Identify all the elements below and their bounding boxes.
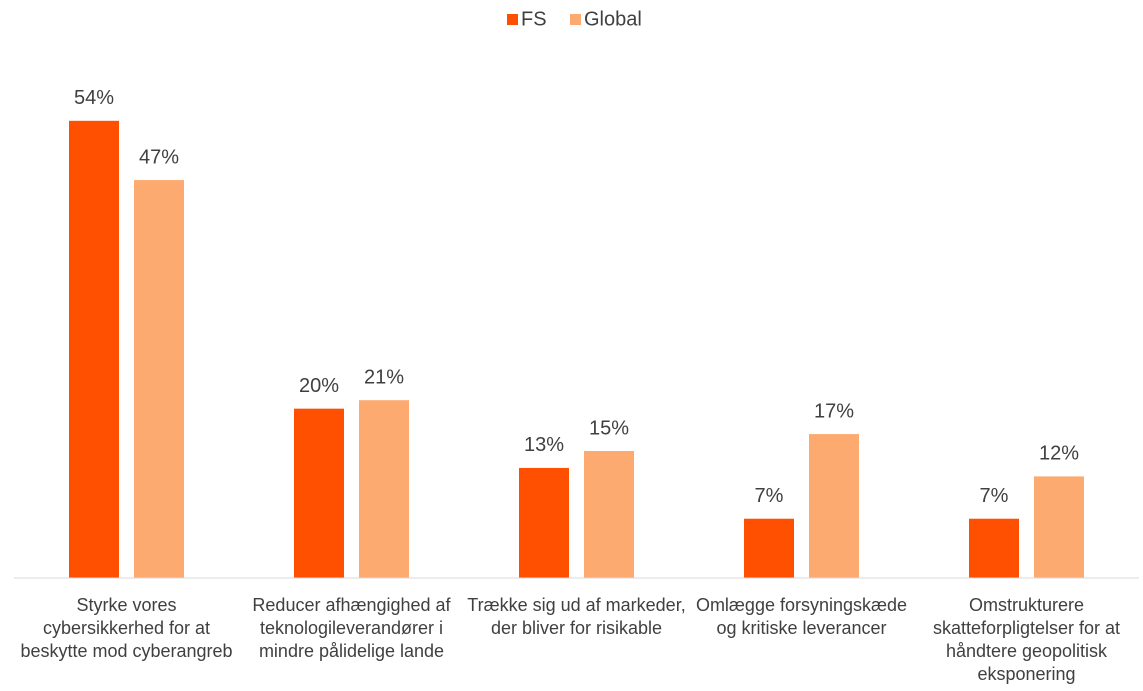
value-label: 17% <box>814 400 854 422</box>
legend-label: Global <box>584 8 642 30</box>
value-label: 54% <box>74 87 114 109</box>
value-label: 15% <box>589 417 629 439</box>
bar <box>69 120 119 579</box>
x-tick-label: Styrke vores cybersikkerhed for at besky… <box>20 595 233 661</box>
value-label: 13% <box>524 434 564 456</box>
x-tick-label: Omstrukturere skatteforpligtelser for at… <box>932 595 1121 684</box>
value-label: 12% <box>1039 443 1079 465</box>
bar <box>969 518 1019 578</box>
bar <box>359 400 409 578</box>
bar <box>1034 476 1084 578</box>
x-tick-label: Trække sig ud af markeder, der bliver fo… <box>467 595 686 638</box>
value-label: 7% <box>755 485 784 507</box>
bar <box>134 180 184 579</box>
bar <box>519 467 569 578</box>
legend-swatch <box>507 14 518 25</box>
value-label: 47% <box>139 146 179 168</box>
x-tick-label: Omlægge forsyningskæde og kritiske lever… <box>695 595 908 638</box>
bar <box>294 408 344 578</box>
value-label: 21% <box>364 366 404 388</box>
value-label: 7% <box>980 485 1009 507</box>
bar <box>809 434 859 578</box>
value-label: 20% <box>299 375 339 397</box>
legend-label: FS <box>521 8 547 30</box>
bar <box>584 451 634 578</box>
legend-swatch <box>570 14 581 25</box>
x-tick-label: Reducer afhængighed af teknologileverand… <box>252 595 451 661</box>
bar <box>744 518 794 578</box>
